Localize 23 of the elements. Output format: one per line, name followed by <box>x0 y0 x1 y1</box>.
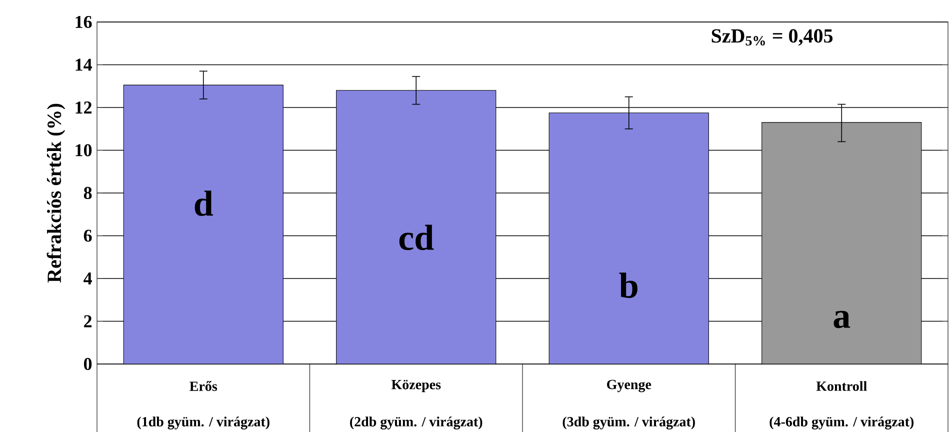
x-tick-label: Kontroll <box>816 381 867 392</box>
text: (1db gyüm. / virágzat) <box>137 416 270 430</box>
y-tick-label: 16 <box>76 16 92 28</box>
y-tick-label: 6 <box>84 230 92 242</box>
text: (4-6db gyüm. / virágzat) <box>770 416 914 430</box>
annotation: a <box>834 310 850 328</box>
annotation: b <box>619 272 638 298</box>
x-tick-label: Gyenge <box>607 380 652 392</box>
text: (2db gyüm. / virágzat) <box>350 416 482 430</box>
x-tick-label: Közepes <box>391 380 441 392</box>
y-tick-label: 0 <box>84 358 92 370</box>
y-axis-title: Refrakciós érték (%) <box>46 104 66 283</box>
annotation: d <box>194 190 213 216</box>
y-tick-label: 10 <box>76 144 92 156</box>
annotation: SzD$_{5%}$ = 0,405 <box>712 29 833 46</box>
annotation: cd <box>399 224 434 250</box>
y-tick-label: 14 <box>76 58 92 71</box>
x-tick-label: Erős <box>190 381 218 392</box>
y-tick-label: 8 <box>84 186 92 200</box>
y-tick-label: 12 <box>76 102 92 114</box>
text: (3db gyüm. / virágzat) <box>562 416 695 430</box>
y-tick-label: 2 <box>84 315 92 328</box>
y-tick-label: 4 <box>84 272 92 284</box>
